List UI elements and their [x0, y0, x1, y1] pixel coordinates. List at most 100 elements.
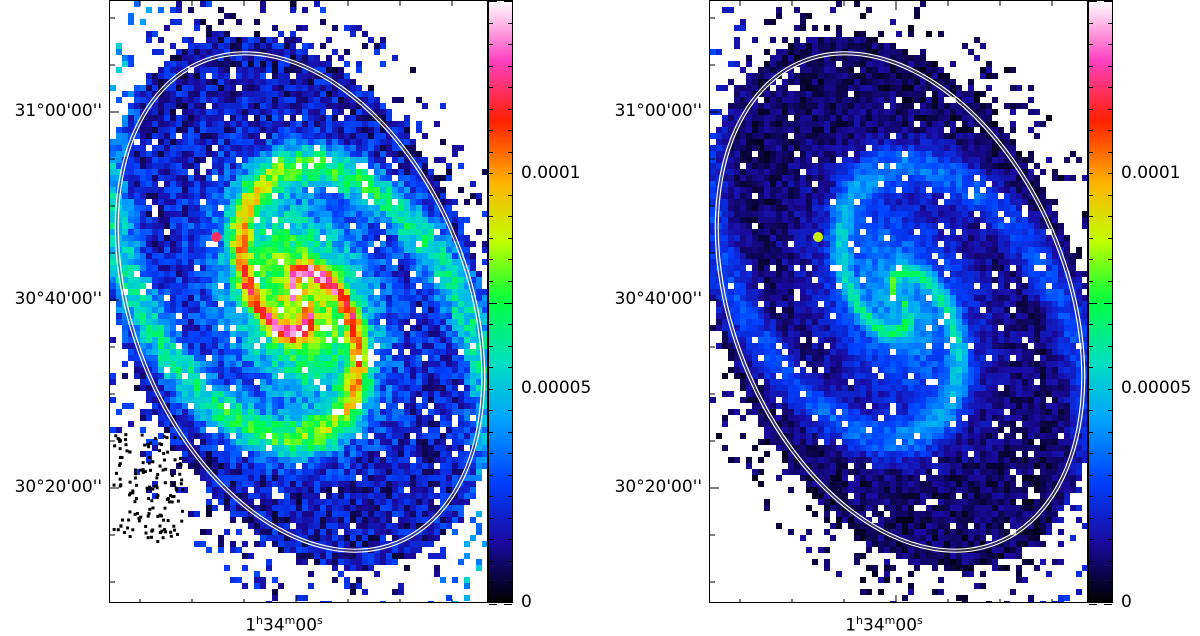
colorbar-tick	[1089, 389, 1093, 390]
right-galaxy-image	[710, 1, 1088, 603]
colorbar-tick	[1089, 496, 1093, 497]
colorbar-tick	[489, 518, 493, 519]
left-ytick-label-3: 30°20'00''	[2, 479, 102, 496]
colorbar-tick	[508, 410, 512, 411]
colorbar-tick	[1089, 281, 1093, 282]
colorbar-tick	[508, 259, 512, 260]
colorbar-tick	[489, 324, 493, 325]
colorbar-tick	[508, 324, 512, 325]
colorbar-tick	[1108, 259, 1112, 260]
colorbar-tick	[489, 238, 493, 239]
colorbar-tick	[1089, 367, 1093, 368]
colorbar-tick	[489, 367, 493, 368]
colorbar-tick	[1089, 539, 1093, 540]
colorbar-tick	[508, 195, 512, 196]
colorbar-tick	[504, 303, 512, 304]
colorbar-tick	[1089, 173, 1093, 174]
colorbar-tick	[1089, 195, 1093, 196]
colorbar-tick	[1108, 44, 1112, 45]
colorbar-tick	[489, 130, 493, 131]
left-ytick-label-2: 30°40'00''	[2, 291, 102, 308]
colorbar-tick	[1089, 1, 1097, 2]
colorbar-tick	[489, 152, 493, 153]
colorbar-tick	[508, 130, 512, 131]
right-panel: 31°00'00'' 30°40'00'' 30°20'00'' 1h34m00…	[600, 0, 1200, 632]
right-colorbar	[1088, 0, 1113, 603]
colorbar-tick	[1089, 582, 1093, 583]
colorbar-tick	[489, 389, 493, 390]
colorbar-tick	[1108, 475, 1112, 476]
left-xtick-label: 1h34m00s	[204, 612, 364, 635]
colorbar-tick	[1089, 66, 1093, 67]
colorbar-tick	[489, 195, 493, 196]
colorbar-tick	[489, 453, 493, 454]
colorbar-tick	[1108, 281, 1112, 282]
colorbar-tick	[1089, 216, 1093, 217]
colorbar-tick	[489, 539, 493, 540]
colorbar-tick	[1089, 561, 1093, 562]
bright-region-marker	[211, 232, 221, 242]
colorbar-tick	[508, 367, 512, 368]
colorbar-tick	[508, 109, 512, 110]
colorbar-tick	[508, 518, 512, 519]
colorbar-tick	[489, 303, 497, 304]
colorbar-tick	[1108, 496, 1112, 497]
colorbar-tick	[1108, 216, 1112, 217]
left-colorbar-label-zero: 0	[521, 594, 532, 611]
colorbar-tick	[1089, 346, 1093, 347]
colorbar-tick	[1089, 410, 1093, 411]
colorbar-tick	[489, 475, 493, 476]
colorbar-tick	[508, 66, 512, 67]
colorbar-tick	[1089, 324, 1093, 325]
colorbar-tick	[1108, 561, 1112, 562]
colorbar-tick	[1104, 1, 1112, 2]
colorbar-tick	[489, 432, 493, 433]
colorbar-tick	[508, 475, 512, 476]
colorbar-tick	[508, 453, 512, 454]
colorbar-tick	[1108, 152, 1112, 153]
colorbar-tick	[1108, 238, 1112, 239]
colorbar-tick	[489, 1, 497, 2]
colorbar-tick	[1089, 303, 1097, 304]
colorbar-tick	[508, 561, 512, 562]
colorbar-tick	[489, 561, 493, 562]
colorbar-tick	[489, 87, 493, 88]
left-image-frame	[109, 0, 488, 603]
colorbar-tick	[1108, 87, 1112, 88]
colorbar-tick	[1089, 518, 1093, 519]
colorbar-tick	[1108, 66, 1112, 67]
colorbar-tick	[508, 238, 512, 239]
colorbar-tick	[508, 44, 512, 45]
colorbar-tick	[489, 173, 493, 174]
colorbar-tick	[1104, 303, 1112, 304]
colorbar-tick	[508, 23, 512, 24]
colorbar-tick	[489, 259, 493, 260]
colorbar-tick	[1108, 432, 1112, 433]
colorbar-tick	[508, 389, 512, 390]
colorbar-tick	[1089, 109, 1093, 110]
colorbar-tick	[508, 216, 512, 217]
colorbar-tick	[1108, 410, 1112, 411]
colorbar-tick	[1089, 23, 1093, 24]
right-ytick-label-1: 31°00'00''	[602, 103, 702, 120]
colorbar-tick	[1108, 109, 1112, 110]
colorbar-tick	[1089, 87, 1093, 88]
colorbar-tick	[1108, 23, 1112, 24]
colorbar-tick	[504, 1, 512, 2]
colorbar-tick	[1108, 367, 1112, 368]
colorbar-tick	[1108, 453, 1112, 454]
colorbar-tick	[1089, 475, 1093, 476]
colorbar-tick	[489, 23, 493, 24]
colorbar-tick	[489, 109, 493, 110]
colorbar-tick	[1089, 432, 1093, 433]
colorbar-tick	[1108, 346, 1112, 347]
right-ytick-label-2: 30°40'00''	[602, 291, 702, 308]
colorbar-tick	[508, 432, 512, 433]
colorbar-tick	[1108, 518, 1112, 519]
colorbar-tick	[489, 66, 493, 67]
right-image-frame	[709, 0, 1088, 603]
colorbar-tick	[508, 582, 512, 583]
colorbar-tick	[508, 539, 512, 540]
colorbar-tick	[489, 281, 493, 282]
colorbar-tick	[1089, 130, 1093, 131]
